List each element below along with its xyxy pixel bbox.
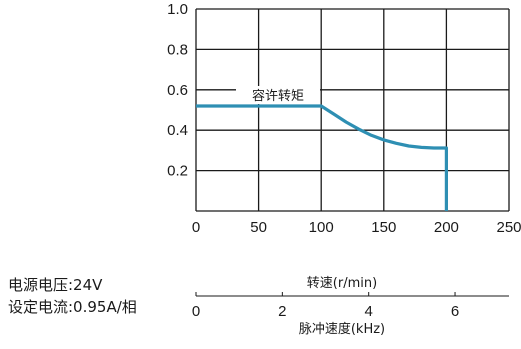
grid — [195, 8, 510, 212]
secondary-axis-label: 脉冲速度(kHz) — [299, 321, 385, 337]
series-line-0 — [196, 104, 448, 211]
secondary-tick-label-3: 6 — [451, 303, 459, 320]
series-lines — [196, 104, 448, 211]
y-tick-label-4: 1.0 — [167, 1, 188, 18]
secondary-tick-label-2: 4 — [365, 303, 373, 320]
secondary-axis: 0 2 4 6 — [192, 292, 509, 320]
x-tick-labels: 0 50 100 150 200 250 — [192, 219, 521, 236]
x-tick-label-0: 0 — [192, 219, 200, 236]
series-label: 容许转矩 — [252, 88, 304, 104]
y-tick-label-0: 0.2 — [167, 163, 188, 180]
note-supply-voltage: 电源电压:24V — [8, 276, 103, 294]
secondary-tick-label-0: 0 — [192, 303, 200, 320]
x-axis-label: 转速(r/min) — [307, 276, 377, 291]
x-tick-label-5: 250 — [496, 219, 521, 236]
x-tick-label-3: 150 — [371, 219, 396, 236]
y-tick-label-3: 0.8 — [167, 41, 188, 58]
y-tick-labels: 0.2 0.4 0.6 0.8 1.0 — [167, 1, 188, 180]
series-label-background — [236, 86, 320, 104]
y-tick-label-2: 0.6 — [167, 82, 188, 99]
note-set-current: 设定电流:0.95A/相 — [8, 298, 137, 316]
y-tick-label-1: 0.4 — [167, 122, 188, 139]
x-tick-label-2: 100 — [309, 219, 334, 236]
x-tick-label-1: 50 — [250, 219, 267, 236]
secondary-tick-label-1: 2 — [278, 303, 286, 320]
x-tick-label-4: 200 — [434, 219, 459, 236]
